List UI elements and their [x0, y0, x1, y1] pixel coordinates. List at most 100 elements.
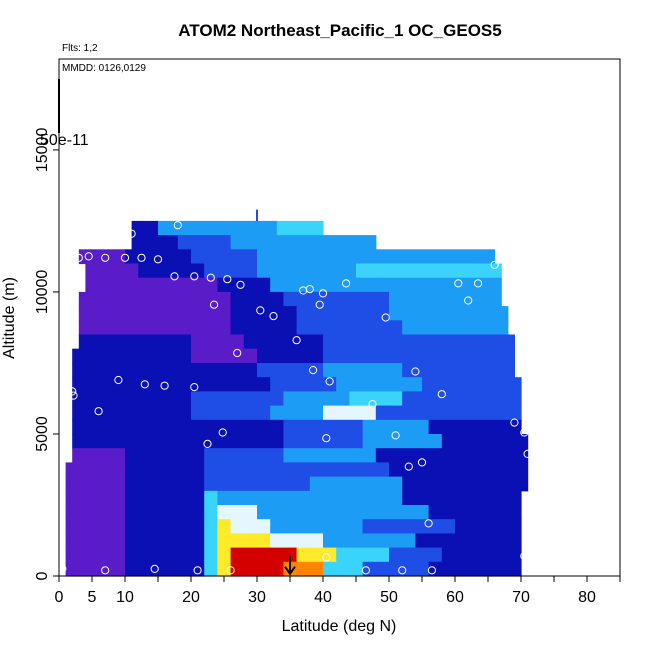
flight-track-point: [69, 391, 78, 400]
x-tick-label: 30: [248, 589, 266, 606]
heatmap-cell: [422, 348, 515, 364]
heatmap-cell: [125, 476, 205, 492]
heatmap-cell: [283, 291, 390, 307]
x-tick-label: 50: [380, 589, 398, 606]
flight-track-point: [520, 428, 529, 437]
x-axis-label: Latitude (deg N): [282, 618, 397, 635]
heatmap-cell: [230, 320, 298, 336]
heatmap-cell: [296, 320, 403, 336]
heatmap-cell: [323, 405, 377, 421]
flight-track-point: [309, 366, 318, 375]
flight-track-point: [437, 390, 446, 399]
heatmap-cell: [296, 306, 390, 321]
flight-track-point: [318, 289, 328, 298]
heatmap-cell: [72, 348, 192, 364]
flight-track-point: [193, 566, 202, 575]
heatmap-cell: [131, 220, 159, 236]
heatmap-cell: [402, 391, 522, 407]
heatmap-cell: [191, 334, 245, 350]
heatmap-cell: [349, 505, 430, 520]
heatmap-cell: [217, 519, 232, 534]
heatmap-cell: [204, 490, 218, 506]
heatmap-cell: [323, 561, 364, 577]
flight-track-point: [160, 381, 169, 390]
heatmap-cell: [283, 434, 364, 449]
heatmap-cell: [65, 547, 126, 563]
x-tick-label: 5: [88, 589, 97, 606]
heatmap-cell: [125, 561, 205, 577]
heatmap-cell: [257, 505, 350, 520]
x-tick-label: 20: [182, 589, 200, 606]
heatmap-cell: [257, 263, 357, 279]
flight-track-point: [120, 253, 130, 262]
flight-track-point: [74, 253, 83, 262]
flight-track-point: [305, 285, 314, 294]
heatmap-cell: [323, 363, 403, 378]
flight-track-point: [68, 387, 77, 396]
heatmap-cell: [230, 235, 284, 250]
heatmap-cell: [257, 249, 390, 265]
surface-arrow: [284, 556, 296, 576]
flight-track-point: [322, 553, 331, 562]
flight-track-point: [474, 279, 483, 288]
x-tick-label: 0: [55, 589, 64, 606]
y-tick-label: 5000: [34, 416, 51, 452]
heatmap-cell: [389, 547, 443, 563]
heatmap-cell: [309, 476, 403, 492]
flight-track-point: [233, 348, 242, 358]
heatmap-cell: [78, 291, 152, 307]
heatmap-cell: [257, 348, 324, 364]
heatmap-cell: [204, 505, 218, 520]
flight-track-markers: [58, 221, 532, 575]
heatmap-cell: [131, 235, 179, 250]
flight-track-point: [114, 375, 123, 385]
heatmap-cell: [402, 320, 509, 336]
flight-track-point: [170, 272, 179, 281]
heatmap-cell: [402, 476, 529, 492]
heatmap-cell: [323, 334, 423, 350]
heatmap-cell: [422, 334, 515, 350]
flight-track-point: [454, 279, 463, 288]
heatmap-cell: [283, 235, 377, 250]
flight-track-point: [218, 428, 227, 437]
heatmap-cell: [72, 391, 192, 407]
heatmap-cell: [230, 533, 271, 549]
flight-track-point: [292, 336, 301, 345]
heatmap-cell: [375, 405, 522, 421]
flight-track-point: [424, 519, 433, 528]
heatmap-cell: [362, 561, 430, 577]
flight-track-point: [153, 255, 163, 264]
heatmap-cell: [72, 405, 192, 421]
flight-track-point: [342, 279, 351, 288]
heatmap-cell: [204, 448, 284, 463]
heatmap-cell: [125, 490, 205, 506]
heatmap-cell: [230, 561, 284, 577]
flight-track-point: [523, 449, 532, 458]
heatmap-cell: [389, 291, 502, 307]
heatmap-cell: [151, 291, 232, 307]
flight-track-point: [391, 431, 400, 440]
heatmap-cell: [415, 533, 522, 549]
scale-label: 50e-11: [40, 132, 89, 149]
heatmap-cell: [65, 561, 126, 577]
flight-track-point: [427, 566, 436, 575]
heatmap-cell: [243, 334, 324, 350]
heatmap-cell: [283, 448, 377, 463]
flight-track-point: [411, 367, 420, 376]
heatmap-cell: [125, 533, 205, 549]
heatmap-cell: [455, 519, 522, 534]
heatmap-cell: [204, 519, 218, 534]
heatmap-cell: [362, 419, 430, 435]
heatmap-cell: [336, 547, 390, 563]
heatmap-cell: [72, 448, 126, 463]
heatmap-cell: [230, 547, 298, 563]
heatmap-cell: [158, 220, 225, 236]
flight-track-point: [137, 253, 146, 262]
heatmap-cell: [402, 490, 522, 506]
flight-track-point: [101, 566, 110, 575]
heatmap-cell: [191, 363, 258, 378]
flight-track-point: [140, 380, 149, 389]
dates-annotation: MMDD: 0126,0129: [62, 63, 146, 74]
